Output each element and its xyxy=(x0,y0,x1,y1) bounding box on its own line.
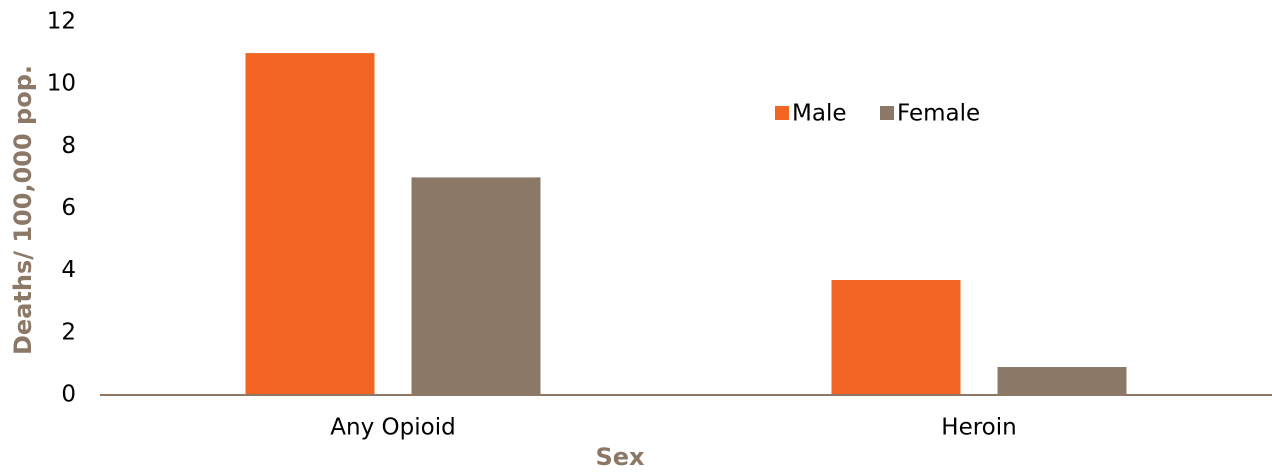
y-axis-title: Deaths/ 100,000 pop. xyxy=(9,65,37,355)
y-tick-label: 6 xyxy=(61,195,76,221)
bar xyxy=(411,177,541,395)
x-axis-title: Sex xyxy=(595,443,645,471)
legend-label: Male xyxy=(792,101,846,127)
bar xyxy=(245,53,375,395)
legend-swatch xyxy=(880,106,894,120)
legend-label: Female xyxy=(897,101,980,127)
legend-swatch xyxy=(775,106,789,120)
x-tick-label: Heroin xyxy=(941,415,1016,441)
y-tick-label: 2 xyxy=(61,319,76,345)
y-tick-label: 12 xyxy=(47,9,76,35)
y-tick-label: 4 xyxy=(61,257,76,283)
y-tick-label: 8 xyxy=(61,133,76,159)
y-tick-label: 10 xyxy=(47,71,76,97)
bar xyxy=(997,367,1127,395)
x-tick-label: Any Opioid xyxy=(330,415,455,441)
bar xyxy=(831,279,961,395)
y-tick-label: 0 xyxy=(61,382,76,408)
